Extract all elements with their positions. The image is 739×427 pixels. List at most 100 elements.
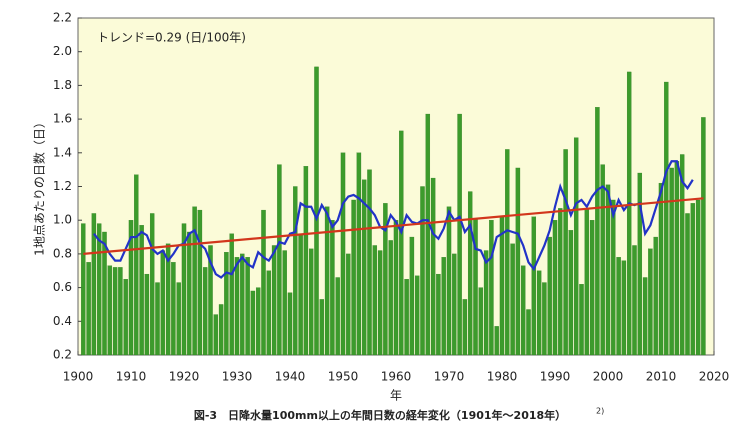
- bar: [446, 206, 452, 356]
- x-tick-label: 2000: [593, 370, 624, 384]
- bar: [584, 208, 590, 356]
- bar: [155, 282, 160, 356]
- bar: [303, 166, 309, 356]
- bar: [552, 220, 558, 356]
- bar: [271, 245, 277, 356]
- x-tick-label: 1990: [540, 370, 571, 384]
- bar: [250, 290, 256, 356]
- bar: [224, 252, 229, 356]
- bar: [171, 262, 176, 356]
- bar: [234, 257, 240, 356]
- bar: [621, 260, 627, 356]
- bar: [192, 206, 197, 356]
- bar: [277, 164, 282, 356]
- bar: [690, 203, 696, 356]
- bar: [388, 240, 393, 356]
- bar: [340, 152, 346, 356]
- x-tick-label: 2020: [699, 370, 730, 384]
- bar: [134, 174, 139, 356]
- bar: [420, 186, 425, 356]
- y-tick-label: 1.4: [53, 145, 72, 159]
- bar: [478, 287, 484, 356]
- bar: [695, 199, 701, 356]
- bar: [102, 231, 107, 356]
- x-tick-label: 1970: [434, 370, 465, 384]
- bar: [298, 233, 303, 356]
- bar: [489, 220, 494, 356]
- bar: [107, 265, 113, 356]
- bar: [441, 257, 446, 356]
- bar: [600, 164, 605, 356]
- bar: [393, 220, 399, 356]
- bar: [462, 299, 468, 356]
- bar: [467, 191, 473, 356]
- x-axis-label: 年: [390, 389, 402, 403]
- bar: [414, 275, 420, 356]
- bar: [351, 199, 356, 356]
- bar: [245, 257, 250, 356]
- x-tick-label: 1960: [381, 370, 412, 384]
- bar: [255, 287, 261, 356]
- y-tick-label: 0.6: [53, 280, 72, 294]
- bar: [144, 273, 150, 356]
- y-tick-label: 2.2: [53, 11, 72, 25]
- bar: [282, 250, 287, 356]
- bar: [118, 267, 123, 356]
- bar: [346, 253, 351, 356]
- bar: [149, 213, 155, 356]
- bar: [542, 282, 547, 356]
- bar: [139, 225, 144, 356]
- bar: [664, 81, 669, 356]
- bar: [457, 113, 462, 356]
- trend-line: [83, 197, 704, 255]
- bar: [632, 245, 637, 356]
- bar: [494, 326, 499, 356]
- bar: [314, 66, 319, 356]
- y-tick-label: 1.6: [53, 112, 72, 126]
- x-tick-label: 1950: [328, 370, 359, 384]
- bar: [266, 270, 272, 356]
- bar: [452, 253, 457, 356]
- bar: [356, 152, 362, 356]
- bar: [515, 167, 521, 356]
- bar: [531, 216, 537, 356]
- x-tick-label: 1930: [222, 370, 253, 384]
- bar: [229, 233, 234, 356]
- bar: [330, 220, 335, 356]
- bar: [409, 236, 415, 356]
- bar: [176, 282, 181, 356]
- bar: [160, 250, 166, 356]
- bar: [372, 245, 378, 356]
- bar: [605, 184, 611, 356]
- bar: [679, 154, 685, 356]
- y-axis-label: 1地点あたりの日数（日）: [32, 116, 47, 256]
- bar: [181, 223, 187, 356]
- y-tick-label: 0.8: [53, 246, 72, 260]
- moving-average-line: [93, 160, 694, 279]
- bar: [187, 231, 192, 356]
- bar: [319, 299, 325, 356]
- bar: [573, 137, 579, 356]
- bar: [425, 113, 431, 356]
- bar: [404, 279, 409, 356]
- annotation: トレンド=0.29 (日/100年): [97, 31, 246, 45]
- y-tick-label: 0.4: [53, 314, 72, 328]
- caption-ref: 2): [596, 407, 604, 416]
- bar: [436, 273, 441, 356]
- bar: [218, 304, 224, 356]
- bar: [81, 223, 86, 356]
- bar: [595, 107, 600, 356]
- bar: [91, 213, 97, 356]
- bar: [335, 277, 340, 356]
- bar: [383, 203, 388, 356]
- y-tick-label: 1.8: [53, 78, 72, 92]
- bar: [202, 267, 208, 356]
- x-tick-label: 1920: [169, 370, 200, 384]
- bar: [642, 277, 648, 356]
- bar: [674, 161, 680, 356]
- bar: [563, 149, 568, 356]
- bar: [86, 262, 91, 356]
- bar: [128, 220, 134, 356]
- bar: [96, 223, 102, 356]
